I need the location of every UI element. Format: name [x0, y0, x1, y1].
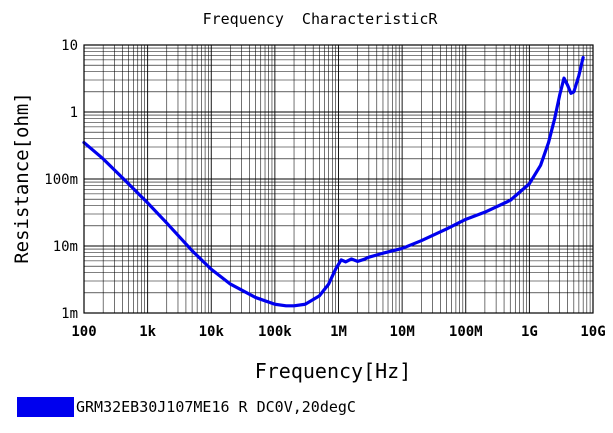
grid: [84, 45, 593, 313]
x-tick-labels: 100 1k 10k 100k 1M 10M 100M 1G 10G: [71, 324, 605, 340]
y-tick-label: 1m: [61, 306, 78, 322]
y-tick-label: 100m: [44, 172, 78, 188]
x-tick-label: 100k: [258, 324, 292, 340]
x-tick-label: 1M: [330, 324, 347, 340]
x-tick-label: 10M: [389, 324, 414, 340]
x-tick-label: 10G: [580, 324, 605, 340]
legend-swatch: [17, 397, 74, 417]
x-axis-label: Frequency[Hz]: [255, 359, 412, 383]
legend-label: GRM32EB30J107ME16 R DC0V,20degC: [76, 398, 356, 416]
x-tick-label: 1G: [521, 324, 538, 340]
series-layer: [82, 55, 585, 308]
x-tick-label: 10k: [199, 324, 225, 340]
x-tick-label: 1k: [139, 324, 156, 340]
y-tick-labels: 1m 10m 100m 1 10: [44, 38, 78, 322]
x-tick-label: 100: [71, 324, 96, 340]
y-tick-label: 10: [61, 38, 78, 54]
legend: GRM32EB30J107ME16 R DC0V,20degC: [17, 396, 356, 418]
x-tick-label: 100M: [449, 324, 483, 340]
y-axis-label: Resistance[ohm]: [11, 92, 33, 264]
y-tick-label: 1: [70, 105, 78, 121]
plot-frame: [83, 44, 594, 314]
y-tick-label: 10m: [53, 239, 78, 255]
chart-title: Frequency CharacteristicR: [203, 10, 439, 28]
series-line: [82, 55, 585, 308]
